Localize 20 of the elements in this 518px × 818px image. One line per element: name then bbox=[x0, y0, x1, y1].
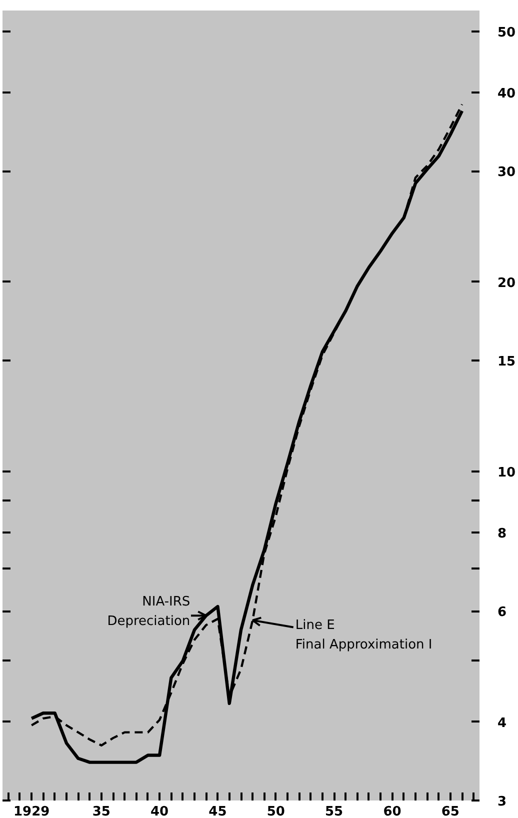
y-tick-label: 6 bbox=[498, 605, 507, 620]
y-tick-label: 3 bbox=[498, 794, 507, 810]
y-tick-label: 10 bbox=[498, 465, 516, 480]
x-tick-label: 60 bbox=[383, 804, 402, 818]
x-tick-label: 1929 bbox=[13, 804, 50, 818]
y-tick-label: 40 bbox=[498, 86, 516, 102]
annotation: Line E Final Approximation I bbox=[295, 618, 432, 652]
y-tick-label: 20 bbox=[498, 276, 516, 291]
y-tick-label: 30 bbox=[498, 165, 516, 180]
x-tick-label: 65 bbox=[441, 804, 460, 818]
y-tick-label: 15 bbox=[498, 354, 516, 370]
y-tick-label: 4 bbox=[498, 716, 507, 731]
annotation: NIA-IRS Depreciation bbox=[107, 594, 190, 629]
y-tick-label: 8 bbox=[498, 526, 507, 542]
y-tick-label: 50 bbox=[498, 26, 516, 41]
x-tick-label: 35 bbox=[92, 804, 110, 818]
x-tick-label: 55 bbox=[325, 804, 344, 818]
x-tick-label: 50 bbox=[266, 804, 285, 818]
x-tick-label: 45 bbox=[208, 804, 227, 818]
x-tick-label: 40 bbox=[150, 804, 169, 818]
